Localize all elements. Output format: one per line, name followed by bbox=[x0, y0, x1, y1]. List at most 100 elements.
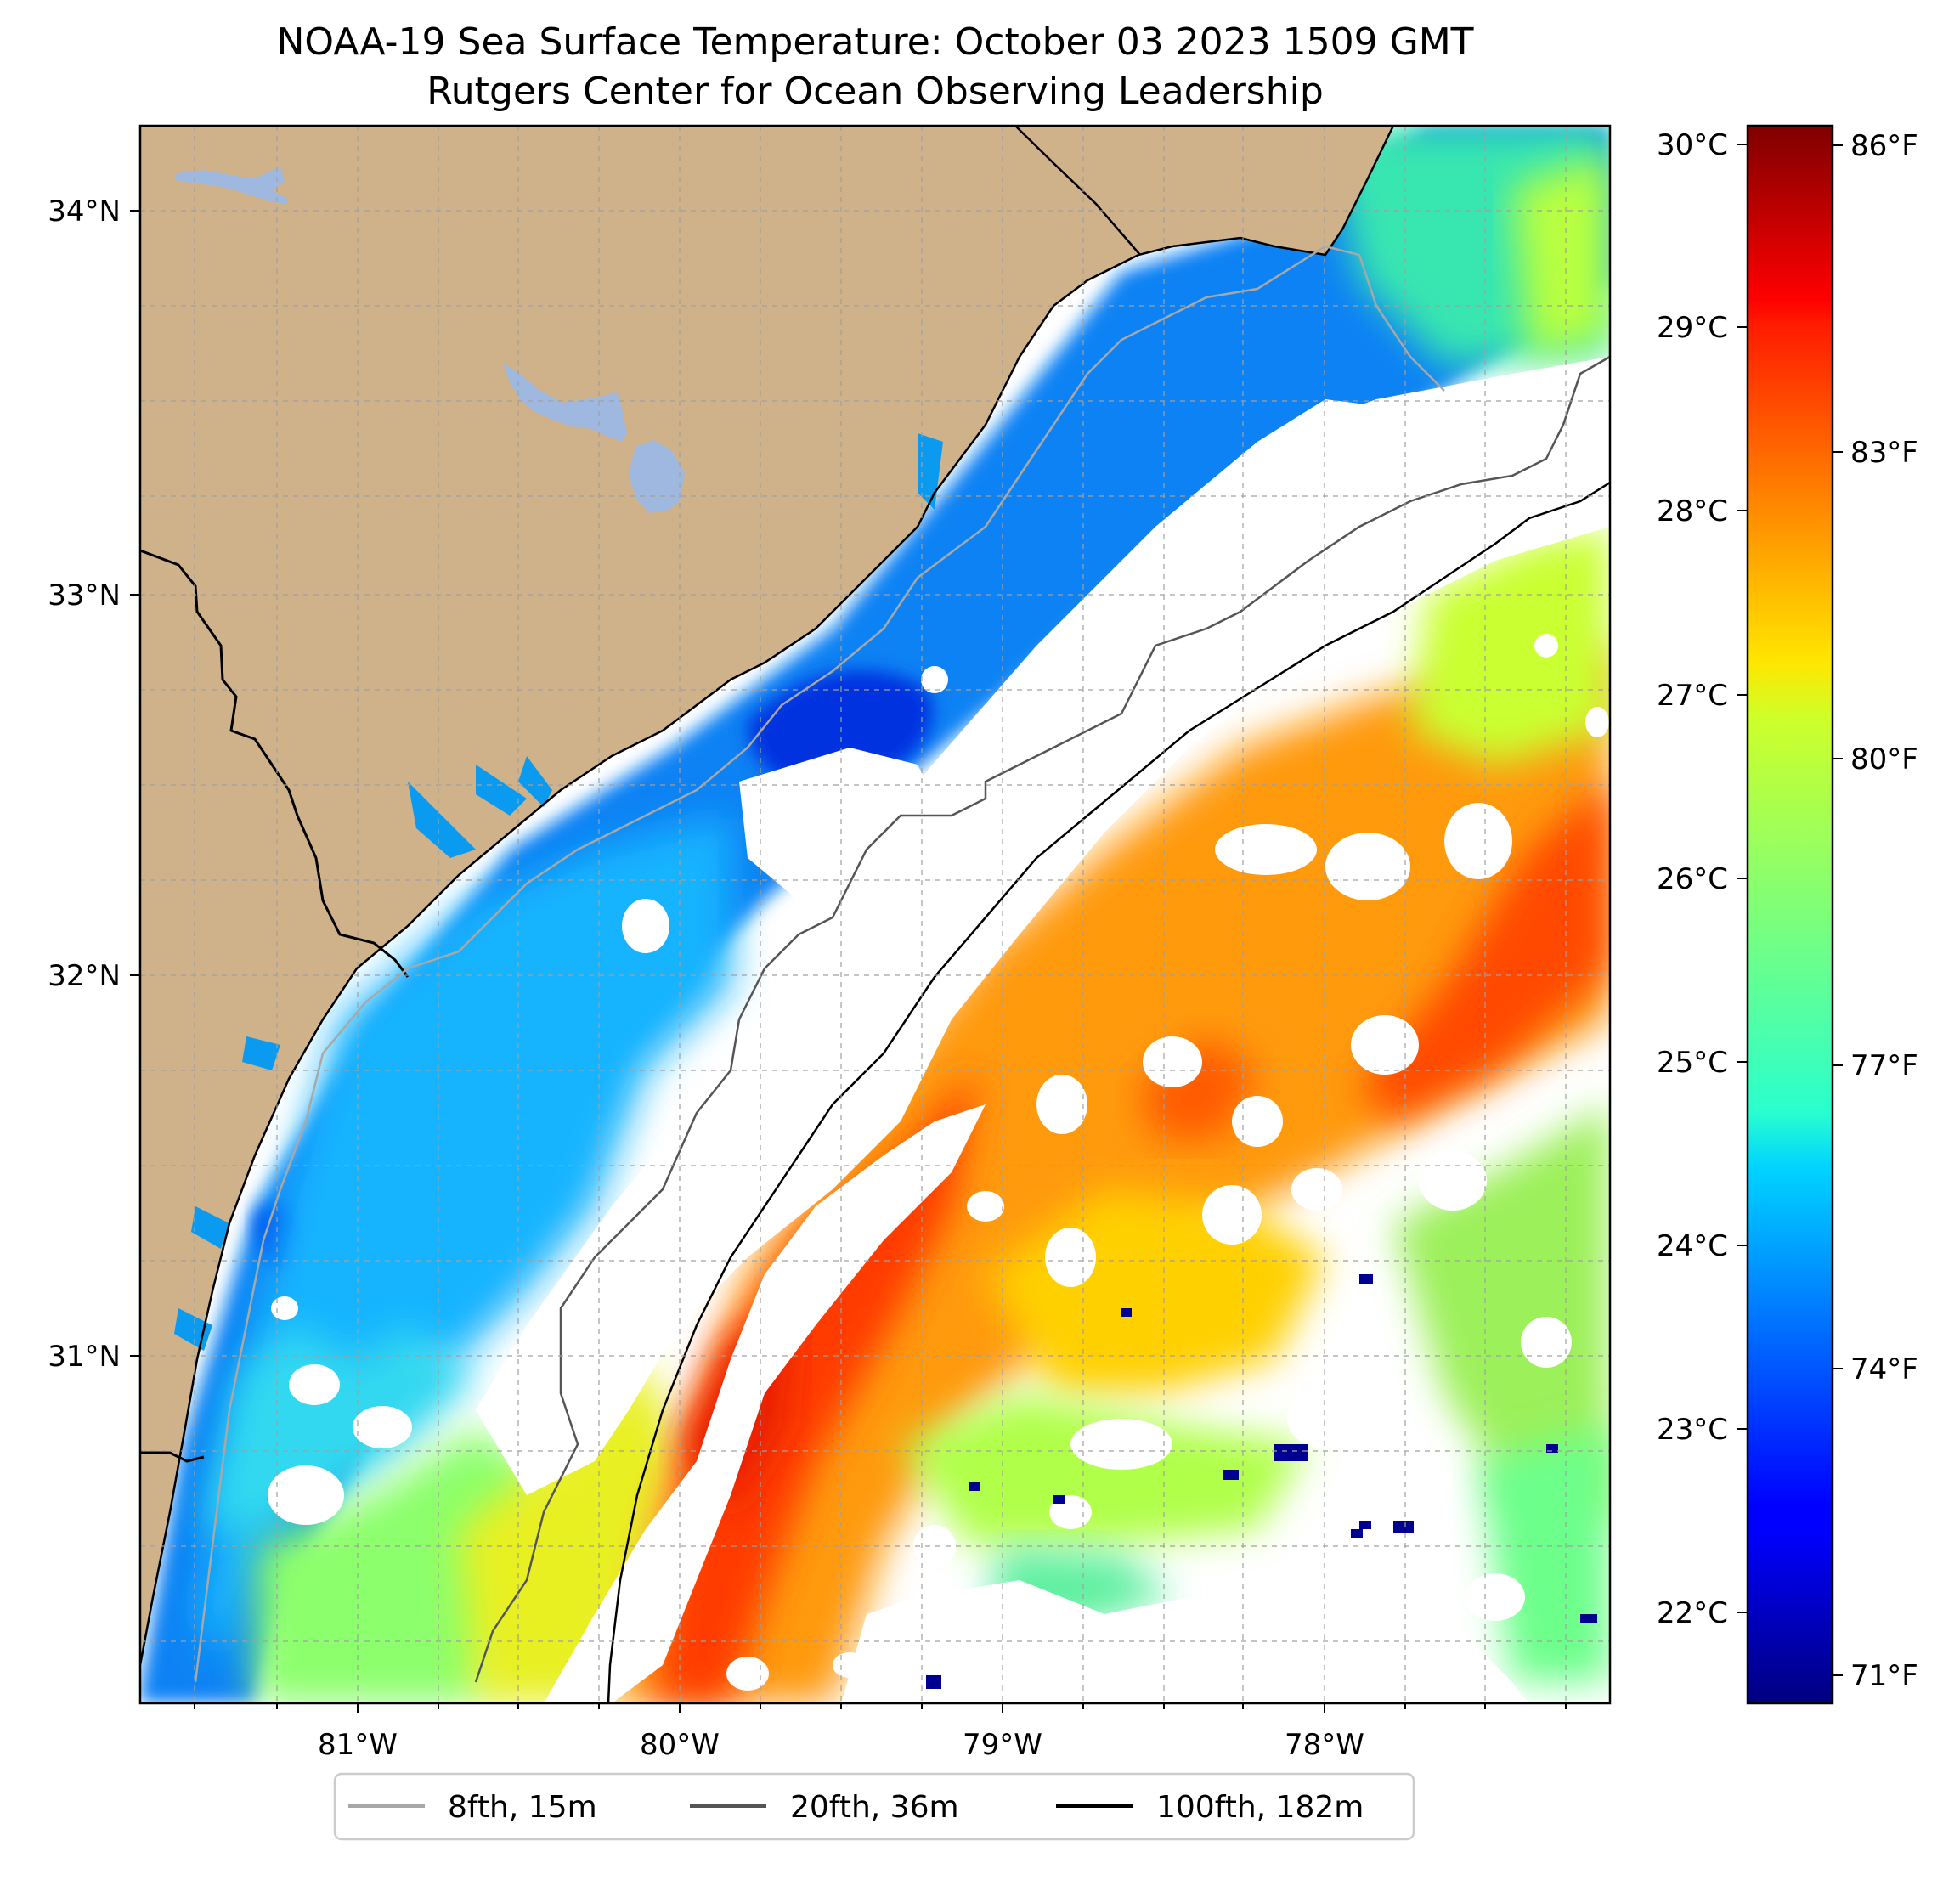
sst-gulf-stream-orange bbox=[612, 646, 1610, 1703]
estuary bbox=[476, 765, 527, 816]
legend-frame bbox=[333, 1772, 1415, 1841]
cloud-gap bbox=[1287, 1389, 1364, 1448]
cloud-gap bbox=[921, 666, 948, 693]
celsius-label: 29°C bbox=[1657, 311, 1728, 345]
celsius-label: 28°C bbox=[1657, 494, 1728, 528]
sst-offshore-east bbox=[1478, 1427, 1610, 1682]
isobath-20fth bbox=[474, 355, 1610, 1683]
lon-label: 81°W bbox=[318, 1728, 398, 1762]
cold-speck bbox=[1053, 1495, 1065, 1504]
lon-label: 80°W bbox=[640, 1728, 720, 1762]
figure-title: NOAA-19 Sea Surface Temperature: October… bbox=[276, 20, 1473, 64]
sst-gulf-stream-core bbox=[1138, 1036, 1257, 1138]
cloud-gap bbox=[1143, 1036, 1202, 1087]
legend-label-8fth: 8fth, 15m bbox=[448, 1790, 597, 1825]
celsius-label: 23°C bbox=[1657, 1413, 1728, 1447]
estuary bbox=[174, 1308, 212, 1351]
axis-ticks bbox=[130, 210, 1567, 1713]
fahrenheit-label: 71°F bbox=[1850, 1659, 1918, 1693]
celsius-label: 27°C bbox=[1657, 679, 1728, 713]
lon-label: 79°W bbox=[963, 1728, 1042, 1762]
lat-labels: 34°N 33°N 32°N 31°N bbox=[48, 195, 121, 1374]
cloud-gap bbox=[1257, 399, 1393, 493]
isobath-legend: 8fth, 15m 20fth, 36m 100fth, 182m bbox=[333, 1772, 1415, 1841]
cloud-gap bbox=[544, 1104, 986, 1703]
state-boundary-sc-ga bbox=[140, 549, 410, 978]
celsius-label: 24°C bbox=[1657, 1229, 1728, 1263]
sst-field bbox=[140, 126, 1610, 1703]
cloud-gap bbox=[289, 1364, 340, 1405]
fahrenheit-label: 86°F bbox=[1850, 129, 1918, 163]
sst-offshore-east bbox=[1410, 527, 1610, 765]
lat-label: 34°N bbox=[48, 195, 121, 229]
lat-label: 32°N bbox=[48, 959, 121, 993]
state-boundary-nc-sc bbox=[1014, 126, 1141, 256]
figure-subtitle: Rutgers Center for Ocean Observing Leade… bbox=[426, 70, 1324, 113]
cloud-gap bbox=[271, 1296, 298, 1320]
lon-labels: 81°W 80°W 79°W 78°W bbox=[318, 1728, 1364, 1762]
lat-label: 31°N bbox=[48, 1340, 121, 1374]
sst-midshelf-cyan bbox=[204, 1325, 476, 1529]
cold-pixel-specks bbox=[926, 1274, 1597, 1689]
cloud-gap bbox=[1351, 1015, 1419, 1075]
colorbar-fahrenheit-ticks bbox=[1833, 144, 1843, 1676]
lake bbox=[175, 167, 289, 204]
celsius-label: 30°C bbox=[1657, 128, 1728, 162]
cloud-gap bbox=[1521, 1317, 1572, 1368]
lon-label: 78°W bbox=[1285, 1728, 1364, 1762]
cloud-gap bbox=[1585, 707, 1609, 737]
cloud-gap bbox=[913, 1525, 956, 1567]
coastline bbox=[140, 126, 1395, 1666]
celsius-label: 25°C bbox=[1657, 1046, 1728, 1080]
lat-label: 33°N bbox=[48, 579, 121, 613]
lake bbox=[629, 440, 685, 513]
estuary bbox=[408, 782, 476, 858]
cloud-gap bbox=[622, 899, 669, 953]
lakes bbox=[175, 167, 685, 513]
legend-label-100fth: 100fth, 182m bbox=[1156, 1790, 1364, 1825]
cloud-gap bbox=[1202, 1185, 1262, 1245]
fahrenheit-label: 80°F bbox=[1850, 742, 1918, 776]
cloud-gap bbox=[1291, 1168, 1342, 1211]
colorbar-celsius-ticks bbox=[1737, 144, 1748, 1613]
estuary bbox=[242, 1036, 280, 1070]
cloud-gap bbox=[1355, 1465, 1432, 1525]
cold-speck bbox=[1274, 1444, 1308, 1461]
state-boundary-ga-fl bbox=[140, 1451, 205, 1463]
cloud-gap bbox=[1036, 1075, 1087, 1134]
lake bbox=[503, 364, 627, 442]
legend-label-20fth: 20fth, 36m bbox=[790, 1790, 959, 1825]
cloud-gap bbox=[1444, 803, 1512, 879]
colorbar-gradient bbox=[1746, 124, 1834, 1705]
map-frame bbox=[138, 124, 1612, 1705]
cloud-gap bbox=[1045, 1228, 1096, 1287]
sst-gulf-stream-core bbox=[654, 1070, 977, 1703]
estuary bbox=[518, 756, 552, 807]
fahrenheit-label: 83°F bbox=[1850, 436, 1918, 470]
cold-speck bbox=[1546, 1444, 1558, 1453]
cold-speck bbox=[926, 1675, 941, 1689]
cloud-gap bbox=[1070, 1419, 1172, 1470]
cloud-gap bbox=[1534, 634, 1558, 658]
cold-speck bbox=[1580, 1614, 1597, 1623]
isobath-100fth bbox=[607, 481, 1610, 1703]
gridlines bbox=[140, 126, 1610, 1703]
cold-speck bbox=[1351, 1529, 1363, 1538]
cold-speck bbox=[1223, 1470, 1239, 1480]
isobath-8fth bbox=[194, 245, 1445, 1683]
colorbar-fahrenheit-labels: 86°F 83°F 80°F 77°F 74°F 71°F bbox=[1850, 129, 1918, 1693]
celsius-label: 26°C bbox=[1657, 862, 1728, 896]
cold-speck bbox=[1359, 1521, 1371, 1529]
fahrenheit-label: 74°F bbox=[1850, 1352, 1918, 1386]
colorbar-celsius-labels: 30°C 29°C 28°C 27°C 26°C 25°C 24°C 23°C … bbox=[1657, 128, 1728, 1630]
land-mass bbox=[140, 126, 1393, 1665]
celsius-label: 22°C bbox=[1657, 1596, 1728, 1630]
colorbar: 30°C 29°C 28°C 27°C 26°C 25°C 24°C 23°C … bbox=[1657, 124, 1918, 1705]
cloud-gap bbox=[967, 1191, 1004, 1222]
cloud-gap bbox=[353, 1406, 412, 1448]
cold-speck bbox=[1393, 1521, 1414, 1533]
cold-speck bbox=[969, 1482, 980, 1491]
sst-offshore-east bbox=[1393, 1104, 1610, 1529]
cloud-gap bbox=[726, 1657, 769, 1691]
